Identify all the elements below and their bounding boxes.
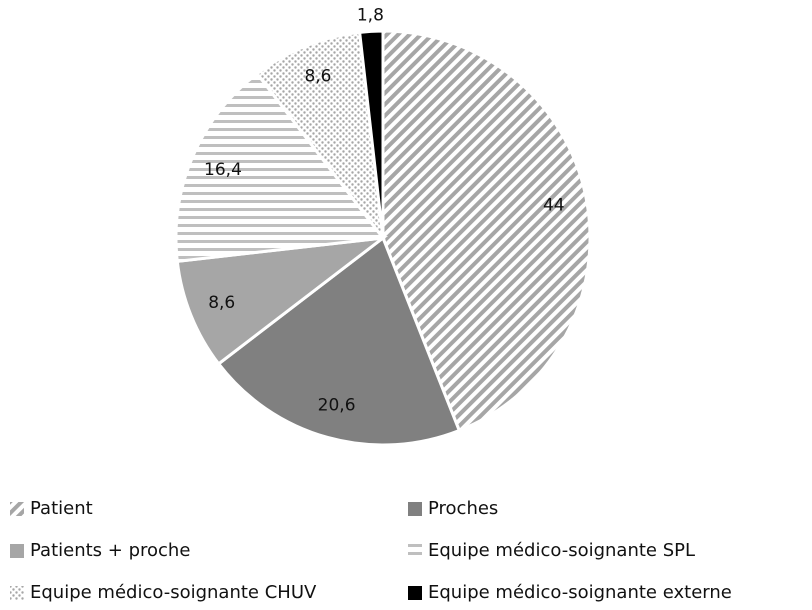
legend-label: Equipe médico-soignante externe bbox=[428, 582, 732, 603]
data-label: 8,6 bbox=[304, 67, 331, 87]
data-label: 1,8 bbox=[357, 5, 384, 25]
pie: 44 20,6 8,6 16,4 8,6 1,8 bbox=[174, 5, 592, 447]
data-label: 44 bbox=[543, 195, 565, 215]
data-label: 8,6 bbox=[208, 293, 235, 313]
slice bbox=[175, 235, 389, 366]
slice bbox=[255, 30, 386, 244]
legend-label: Equipe médico-soignante SPL bbox=[428, 540, 695, 561]
legend-swatch bbox=[408, 586, 422, 600]
legend-swatch bbox=[408, 544, 422, 558]
data-label: 20,6 bbox=[318, 396, 356, 416]
legend-swatch bbox=[10, 544, 24, 558]
data-label: 16,4 bbox=[204, 160, 242, 180]
slice bbox=[174, 71, 386, 264]
legend-label: Patients + proche bbox=[30, 540, 190, 561]
legend-label: Proches bbox=[428, 498, 498, 519]
slice bbox=[381, 29, 592, 433]
slice bbox=[357, 29, 385, 239]
slice bbox=[216, 235, 462, 447]
legend-swatch bbox=[408, 502, 422, 516]
legend-swatch bbox=[10, 502, 24, 516]
legend-label: Equipe médico-soignante CHUV bbox=[30, 582, 317, 603]
legend-label: Patient bbox=[30, 498, 93, 519]
legend: Patient Proches Patients + proche Equipe mé… bbox=[10, 498, 732, 603]
legend-swatch bbox=[10, 586, 24, 600]
